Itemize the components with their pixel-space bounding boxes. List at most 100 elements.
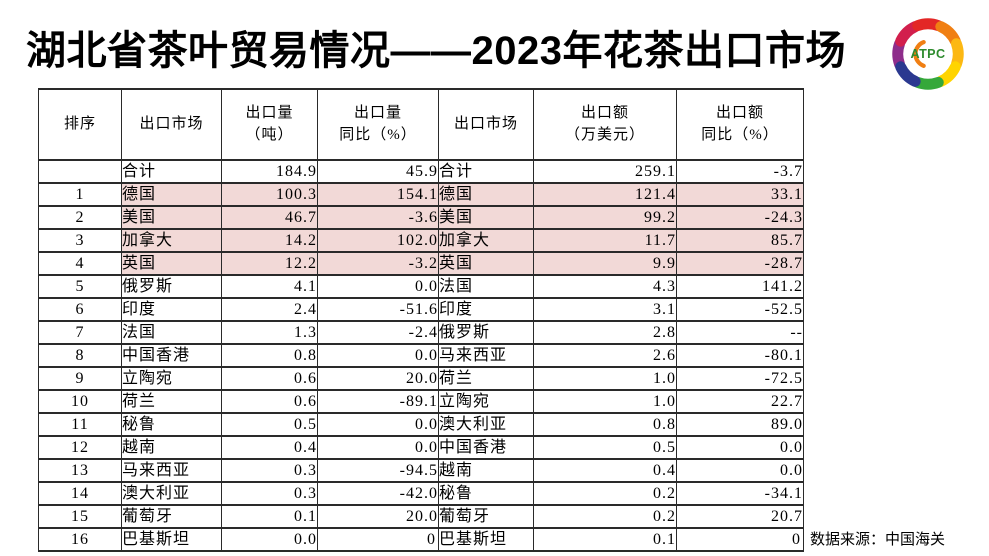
volume-cell: 46.7 xyxy=(221,205,318,230)
volume-yoy-cell: 20.0 xyxy=(317,366,439,391)
table-row: 9 立陶宛 0.6 20.0 荷兰 1.0 -72.5 xyxy=(38,366,804,391)
table-body: 合计 184.9 45.9 合计 259.1 -3.7 1 德国 100.3 154.1 德国 121… xyxy=(38,159,804,552)
market-cell: 秘鲁 xyxy=(121,412,222,437)
market-cell: 法国 xyxy=(121,320,222,345)
value-yoy-cell: 89.0 xyxy=(676,412,804,437)
market-cell: 巴基斯坦 xyxy=(438,527,534,552)
value-yoy-cell: -3.7 xyxy=(676,159,804,184)
market-cell: 俄罗斯 xyxy=(121,274,222,299)
value-cell: 0.5 xyxy=(533,435,677,460)
rank-cell: 12 xyxy=(38,435,122,460)
market-cell: 立陶宛 xyxy=(438,389,534,414)
volume-yoy-cell: 0 xyxy=(317,527,439,552)
rank-cell: 15 xyxy=(38,504,122,529)
value-cell: 1.0 xyxy=(533,389,677,414)
value-cell: 2.6 xyxy=(533,343,677,368)
value-cell: 0.4 xyxy=(533,458,677,483)
value-cell: 1.0 xyxy=(533,366,677,391)
volume-cell: 1.3 xyxy=(221,320,318,345)
market-cell: 英国 xyxy=(438,251,534,276)
header-export-market-volume: 出口市场 xyxy=(121,88,222,161)
rank-cell: 9 xyxy=(38,366,122,391)
market-cell: 德国 xyxy=(121,182,222,207)
header-export-value-yoy: 出口额 同比（%） xyxy=(676,88,804,161)
volume-yoy-cell: 0.0 xyxy=(317,412,439,437)
market-cell: 中国香港 xyxy=(438,435,534,460)
volume-cell: 100.3 xyxy=(221,182,318,207)
market-cell: 秘鲁 xyxy=(438,481,534,506)
volume-yoy-cell: 154.1 xyxy=(317,182,439,207)
market-cell: 合计 xyxy=(438,159,534,184)
value-cell: 0.2 xyxy=(533,481,677,506)
table-header: 排序 出口市场 出口量 （吨） 出口量 同比（%） 出口市场 出口额 （万美元）… xyxy=(38,88,804,161)
market-cell: 荷兰 xyxy=(438,366,534,391)
volume-yoy-cell: -94.5 xyxy=(317,458,439,483)
value-cell: 0.2 xyxy=(533,504,677,529)
volume-yoy-cell: -3.6 xyxy=(317,205,439,230)
value-yoy-cell: -34.1 xyxy=(676,481,804,506)
volume-cell: 0.3 xyxy=(221,481,318,506)
market-cell: 美国 xyxy=(438,205,534,230)
volume-yoy-cell: 45.9 xyxy=(317,159,439,184)
value-yoy-cell: -52.5 xyxy=(676,297,804,322)
volume-cell: 0.5 xyxy=(221,412,318,437)
page-title: 湖北省茶叶贸易情况——2023年花茶出口市场 xyxy=(26,29,846,73)
volume-yoy-cell: 0.0 xyxy=(317,343,439,368)
value-cell: 0.1 xyxy=(533,527,677,552)
volume-cell: 0.6 xyxy=(221,366,318,391)
volume-yoy-cell: 0.0 xyxy=(317,274,439,299)
data-source-note: 数据来源：中国海关 xyxy=(810,531,946,548)
table-row: 10 荷兰 0.6 -89.1 立陶宛 1.0 22.7 xyxy=(38,389,804,414)
volume-yoy-cell: -89.1 xyxy=(317,389,439,414)
market-cell: 葡萄牙 xyxy=(121,504,222,529)
rank-cell: 4 xyxy=(38,251,122,276)
value-yoy-cell: 20.7 xyxy=(676,504,804,529)
rank-cell xyxy=(38,159,122,184)
value-yoy-cell: 85.7 xyxy=(676,228,804,253)
value-cell: 2.8 xyxy=(533,320,677,345)
market-cell: 加拿大 xyxy=(121,228,222,253)
value-cell: 9.9 xyxy=(533,251,677,276)
value-cell: 259.1 xyxy=(533,159,677,184)
value-yoy-cell: 0.0 xyxy=(676,435,804,460)
value-yoy-cell: 33.1 xyxy=(676,182,804,207)
volume-cell: 0.3 xyxy=(221,458,318,483)
market-cell: 马来西亚 xyxy=(438,343,534,368)
value-yoy-cell: 22.7 xyxy=(676,389,804,414)
market-cell: 法国 xyxy=(438,274,534,299)
header-export-market-value: 出口市场 xyxy=(438,88,534,161)
volume-cell: 0.8 xyxy=(221,343,318,368)
rank-cell: 13 xyxy=(38,458,122,483)
header-export-volume-tons: 出口量 （吨） xyxy=(221,88,318,161)
market-cell: 立陶宛 xyxy=(121,366,222,391)
market-cell: 美国 xyxy=(121,205,222,230)
value-cell: 11.7 xyxy=(533,228,677,253)
volume-cell: 184.9 xyxy=(221,159,318,184)
rank-cell: 10 xyxy=(38,389,122,414)
market-cell: 荷兰 xyxy=(121,389,222,414)
market-cell: 葡萄牙 xyxy=(438,504,534,529)
rank-cell: 16 xyxy=(38,527,122,552)
market-cell: 加拿大 xyxy=(438,228,534,253)
market-cell: 澳大利亚 xyxy=(121,481,222,506)
header-rank: 排序 xyxy=(38,88,122,161)
volume-cell: 14.2 xyxy=(221,228,318,253)
table-row: 4 英国 12.2 -3.2 英国 9.9 -28.7 xyxy=(38,251,804,276)
volume-yoy-cell: 20.0 xyxy=(317,504,439,529)
header-export-volume-yoy: 出口量 同比（%） xyxy=(317,88,439,161)
table-row: 合计 184.9 45.9 合计 259.1 -3.7 xyxy=(38,159,804,184)
rank-cell: 11 xyxy=(38,412,122,437)
logo-inner-swirl xyxy=(913,40,926,68)
value-yoy-cell: -24.3 xyxy=(676,205,804,230)
value-cell: 3.1 xyxy=(533,297,677,322)
value-yoy-cell: -- xyxy=(676,320,804,345)
market-cell: 德国 xyxy=(438,182,534,207)
market-cell: 中国香港 xyxy=(121,343,222,368)
value-cell: 0.8 xyxy=(533,412,677,437)
market-cell: 澳大利亚 xyxy=(438,412,534,437)
rank-cell: 1 xyxy=(38,182,122,207)
table-row: 16 巴基斯坦 0.0 0 巴基斯坦 0.1 0 xyxy=(38,527,804,552)
logo-text: ATPC xyxy=(910,47,945,61)
value-yoy-cell: 0 xyxy=(676,527,804,552)
